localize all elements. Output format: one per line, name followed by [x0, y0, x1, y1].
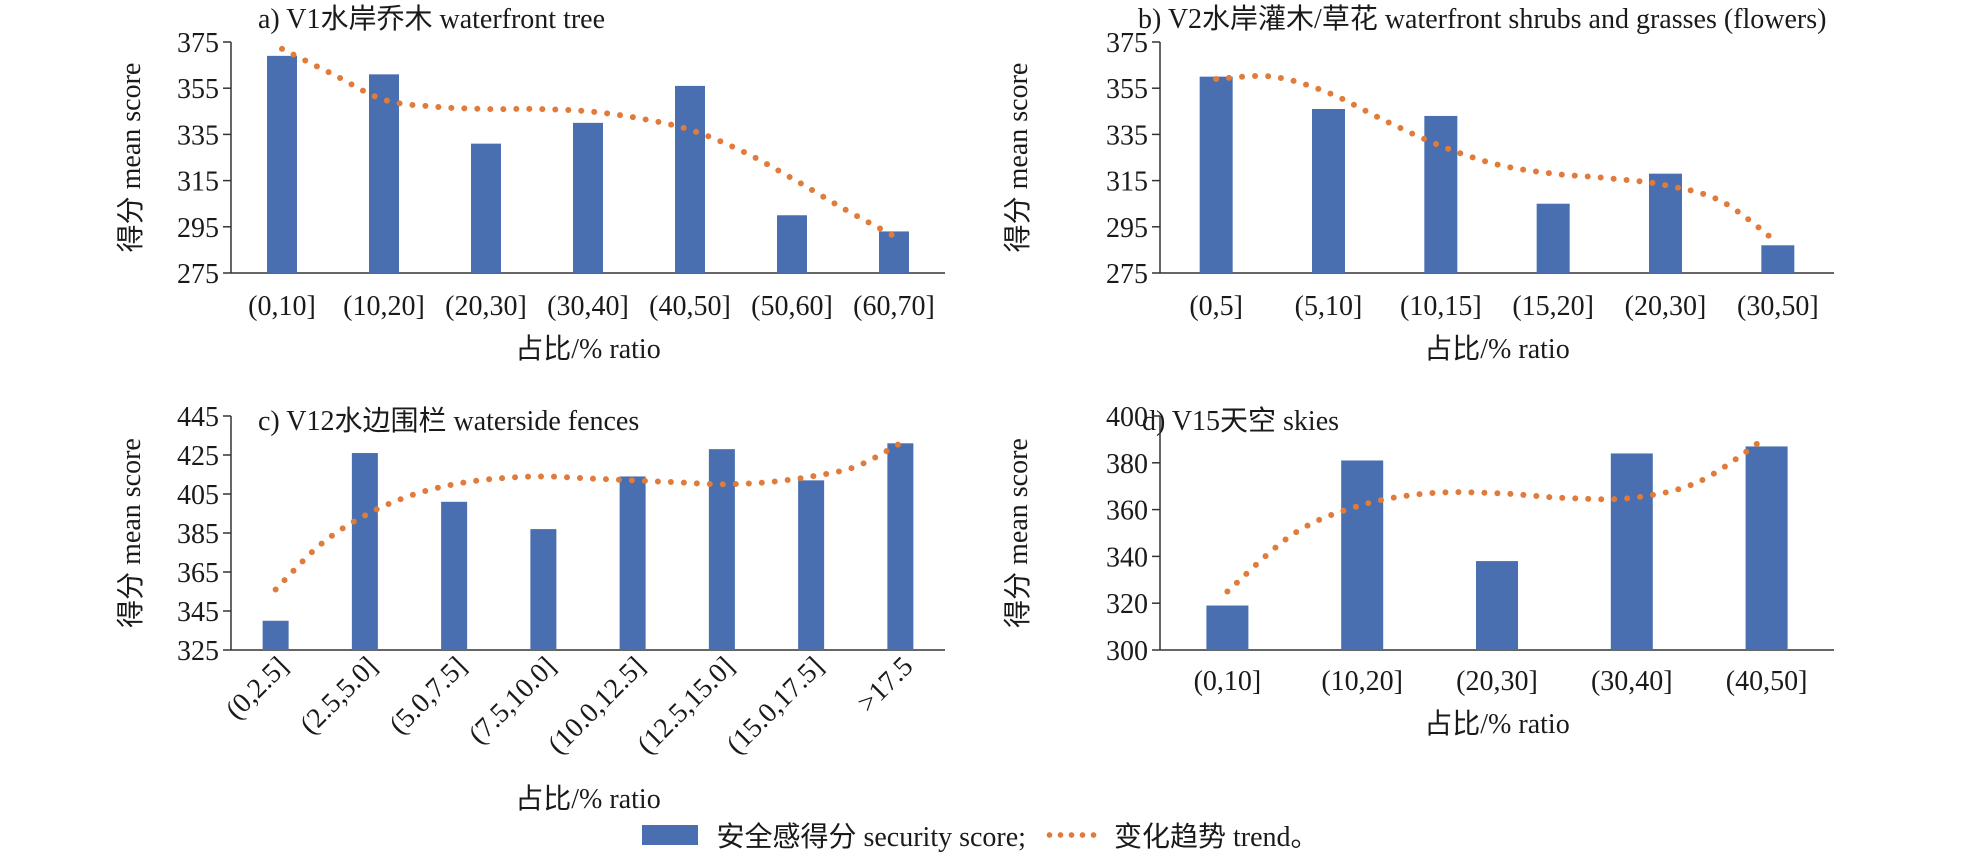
- trend-line: [272, 440, 904, 593]
- x-tick-label: (12.5,15.0]: [631, 651, 740, 760]
- legend: 安全感得分 security score; 变化趋势 trend。: [0, 815, 1961, 855]
- bar: [1206, 605, 1249, 650]
- bar: [530, 529, 557, 650]
- y-tick-label: 445: [177, 402, 219, 433]
- x-axis-label: 占比/% ratio: [1424, 333, 1569, 365]
- bar: [675, 85, 705, 273]
- x-axis-label: 占比/% ratio: [515, 333, 660, 365]
- x-tick-label: >17.5: [852, 651, 920, 719]
- y-axis-label: 得分 mean score: [115, 63, 147, 253]
- x-tick-label: (0,10]: [1194, 666, 1262, 697]
- x-tick-label: (60,70]: [853, 291, 935, 322]
- bar: [573, 122, 603, 273]
- bar: [1424, 115, 1458, 273]
- legend-bar-swatch: [642, 825, 699, 845]
- bar: [1341, 460, 1384, 650]
- y-tick-label: 425: [177, 441, 219, 472]
- x-tick-label: (5.0,7.5]: [384, 651, 474, 741]
- legend-trend-label: 变化趋势 trend。: [1113, 822, 1319, 853]
- bar: [369, 74, 399, 273]
- bar: [471, 143, 501, 273]
- x-tick-label: (20,30]: [1625, 291, 1707, 322]
- y-tick-label: 275: [177, 259, 219, 290]
- x-tick-label: (40,50]: [1726, 666, 1808, 697]
- x-tick-label: (0,10]: [248, 291, 316, 322]
- bar: [267, 55, 297, 273]
- y-tick-label: 325: [177, 636, 219, 667]
- bar: [441, 501, 468, 650]
- x-tick-label: (15.0,17.5]: [721, 651, 830, 760]
- y-tick-label: 380: [1106, 449, 1148, 480]
- x-tick-label: (20,30]: [445, 291, 527, 322]
- y-tick-label: 365: [177, 558, 219, 589]
- bar: [1312, 108, 1345, 274]
- y-tick-label: 275: [1106, 259, 1148, 290]
- y-axis-label: 得分 mean score: [1002, 63, 1034, 253]
- bar: [1536, 203, 1570, 273]
- x-tick-label: (10,20]: [1321, 666, 1403, 697]
- y-tick-label: 320: [1106, 589, 1148, 620]
- bar: [1476, 561, 1518, 650]
- bar: [262, 620, 289, 650]
- x-tick-label: (10,15]: [1400, 291, 1482, 322]
- bar: [619, 476, 646, 650]
- x-axis-label: 占比/% ratio: [515, 783, 660, 815]
- y-tick-label: 375: [1106, 28, 1148, 59]
- y-tick-label: 405: [177, 480, 219, 511]
- x-tick-label: (40,50]: [649, 291, 731, 322]
- x-tick-label: (10.0,12.5]: [542, 651, 651, 760]
- bar: [887, 443, 914, 650]
- panel-title: d) V15天空 skies: [1142, 405, 1339, 437]
- y-axis-label: 得分 mean score: [1002, 438, 1034, 628]
- bar: [777, 215, 807, 273]
- legend-bar-label: 安全感得分 security score;: [716, 822, 1026, 853]
- y-tick-label: 345: [177, 597, 219, 628]
- x-tick-label: (5,10]: [1295, 291, 1363, 322]
- trend-line: [1224, 434, 1770, 595]
- bar: [1610, 453, 1653, 650]
- y-tick-label: 355: [1106, 74, 1148, 105]
- legend-trend-swatch: [1043, 832, 1100, 838]
- trend-line: [1213, 72, 1781, 246]
- panel-title: c) V12水边围栏 waterside fences: [258, 405, 639, 437]
- y-tick-label: 315: [1106, 167, 1148, 198]
- bar: [1761, 245, 1795, 273]
- x-axis-label: 占比/% ratio: [1424, 708, 1569, 740]
- y-tick-label: 355: [177, 74, 219, 105]
- trend-line: [279, 45, 897, 240]
- bar: [879, 231, 909, 273]
- x-tick-label: (30,50]: [1737, 291, 1819, 322]
- y-axis-label: 得分 mean score: [115, 438, 147, 628]
- y-tick-label: 400: [1106, 402, 1148, 433]
- y-tick-label: 375: [177, 28, 219, 59]
- x-tick-label: (0,5]: [1189, 291, 1243, 322]
- bar: [1745, 446, 1788, 650]
- y-tick-label: 385: [177, 519, 219, 550]
- x-tick-label: (10,20]: [343, 291, 425, 322]
- x-tick-label: (30,40]: [1591, 666, 1673, 697]
- bar: [708, 449, 735, 650]
- bar: [351, 453, 378, 650]
- panel-title: b) V2水岸灌木/草花 waterfront shrubs and grass…: [1138, 3, 1826, 35]
- y-tick-label: 340: [1106, 542, 1148, 573]
- x-tick-label: (0,2.5]: [220, 651, 295, 726]
- y-tick-label: 335: [177, 120, 219, 151]
- panel-title: a) V1水岸乔木 waterfront tree: [258, 3, 605, 35]
- bar: [1199, 76, 1233, 274]
- y-tick-label: 295: [1106, 213, 1148, 244]
- x-tick-label: (15,20]: [1512, 291, 1594, 322]
- y-tick-label: 335: [1106, 120, 1148, 151]
- x-tick-label: (30,40]: [547, 291, 629, 322]
- bar: [798, 480, 825, 650]
- y-tick-label: 315: [177, 167, 219, 198]
- x-tick-label: (50,60]: [751, 291, 833, 322]
- x-tick-label: (2.5,5.0]: [294, 651, 384, 741]
- y-tick-label: 360: [1106, 496, 1148, 527]
- y-tick-label: 300: [1106, 636, 1148, 667]
- x-tick-label: (20,30]: [1456, 666, 1538, 697]
- y-tick-label: 295: [177, 213, 219, 244]
